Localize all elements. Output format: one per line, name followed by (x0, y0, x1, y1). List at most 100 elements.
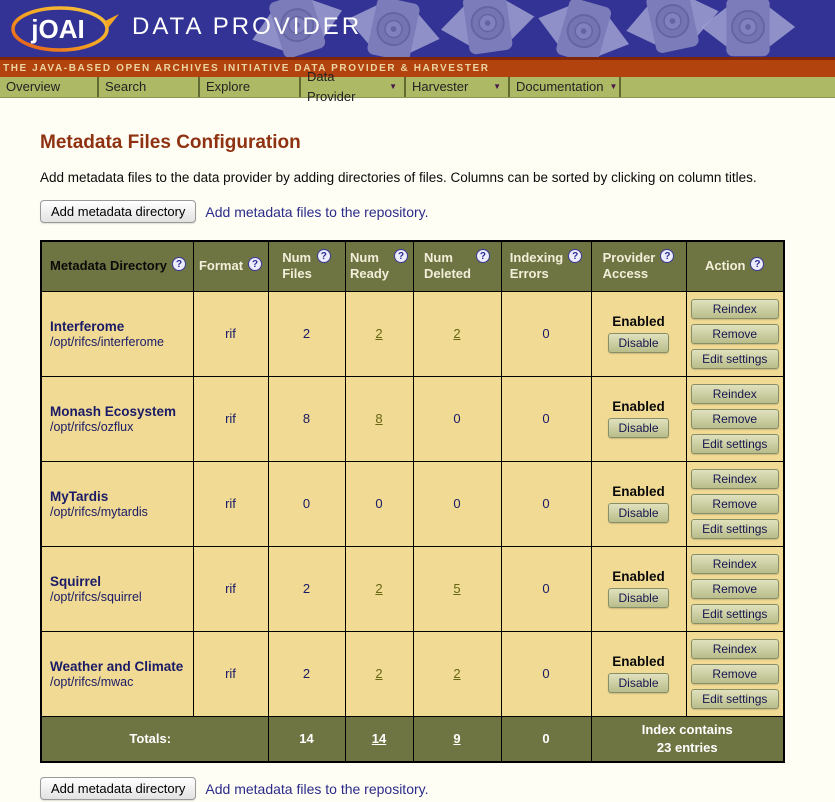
num-files-cell: 2 (267, 290, 346, 377)
totals-num-files: 14 (267, 715, 346, 763)
nav-item-documentation[interactable]: Documentation ▼ (510, 77, 621, 97)
spotlight-icon (700, 0, 820, 57)
table-row: Interferome /opt/rifcs/interferome rif 2… (40, 290, 785, 377)
disable-button[interactable]: Disable (608, 673, 669, 693)
directory-path: /opt/rifcs/mytardis (50, 504, 148, 519)
num-ready-value[interactable]: 2 (375, 581, 383, 596)
nav-item-label: Overview (6, 79, 61, 94)
edit-settings-button[interactable]: Edit settings (690, 603, 779, 624)
directory-name: Monash Ecosystem (50, 403, 177, 419)
nav-item-search[interactable]: Search (99, 77, 200, 97)
spotlight-icon (527, 0, 639, 57)
num-deleted-value[interactable]: 2 (453, 666, 461, 681)
remove-button[interactable]: Remove (690, 663, 779, 684)
tagline-banner: THE JAVA-BASED OPEN ARCHIVES INITIATIVE … (0, 57, 835, 77)
num-ready-value[interactable]: 2 (375, 666, 383, 681)
remove-button[interactable]: Remove (690, 493, 779, 514)
edit-settings-button[interactable]: Edit settings (690, 688, 779, 709)
column-header[interactable]: Num Ready ? (344, 240, 414, 292)
masthead: jOAI DATA PROVIDER (0, 0, 835, 57)
column-header[interactable]: Num Deleted ? (412, 240, 502, 292)
edit-settings-button[interactable]: Edit settings (690, 348, 779, 369)
directory-path: /opt/rifcs/mwac (50, 674, 134, 689)
disable-button[interactable]: Disable (608, 333, 669, 353)
format-cell: rif (192, 545, 269, 632)
num-ready-value[interactable]: 8 (375, 411, 383, 426)
reindex-button[interactable]: Reindex (690, 298, 779, 319)
column-header[interactable]: Format ? (192, 240, 269, 292)
format-cell: rif (192, 630, 269, 717)
column-header[interactable]: Provider Access ? (590, 240, 687, 292)
totals-indexing-errors: 0 (500, 715, 592, 763)
help-icon[interactable]: ? (172, 257, 187, 272)
column-header-label: Action (705, 258, 746, 274)
intro-text: Add metadata files to the data provider … (40, 170, 757, 185)
nav-item-data-provider[interactable]: Data Provider ▼ (301, 69, 406, 104)
add-caption-bottom: Add metadata files to the repository. (205, 780, 429, 797)
num-ready-value[interactable]: 2 (375, 326, 383, 341)
reindex-button[interactable]: Reindex (690, 383, 779, 404)
chevron-down-icon: ▼ (609, 82, 618, 91)
num-files-cell: 2 (267, 545, 346, 632)
page-title: Metadata Files Configuration (40, 132, 301, 153)
edit-settings-button[interactable]: Edit settings (690, 518, 779, 539)
directory-path: /opt/rifcs/squirrel (50, 589, 142, 604)
remove-button[interactable]: Remove (690, 408, 779, 429)
add-caption: Add metadata files to the repository. (205, 203, 429, 220)
column-header-label: Format (198, 258, 244, 274)
num-deleted-value[interactable]: 2 (453, 326, 461, 341)
help-icon[interactable]: ? (475, 249, 490, 263)
reindex-button[interactable]: Reindex (690, 638, 779, 659)
nav-item-harvester[interactable]: Harvester ▼ (406, 77, 510, 97)
column-header-label: Metadata Directory (50, 258, 168, 274)
remove-button[interactable]: Remove (690, 323, 779, 344)
help-icon[interactable]: ? (394, 249, 409, 263)
nav-item-overview[interactable]: Overview (0, 77, 99, 97)
help-icon[interactable]: ? (316, 249, 331, 263)
table-header-row: Metadata Directory ? Format ? Num Files … (40, 240, 785, 292)
directory-name: Interferome (50, 318, 125, 334)
num-files-cell: 8 (267, 375, 346, 462)
reindex-button[interactable]: Reindex (690, 553, 779, 574)
column-header[interactable]: Action ? (685, 240, 785, 292)
remove-button[interactable]: Remove (690, 578, 779, 599)
totals-num-ready-link[interactable]: 14 (371, 731, 387, 747)
nav-item-explore[interactable]: Explore (200, 77, 301, 97)
format-cell: rif (192, 290, 269, 377)
disable-button[interactable]: Disable (608, 418, 669, 438)
directory-name: Squirrel (50, 573, 102, 589)
table-row: Monash Ecosystem /opt/rifcs/ozflux rif 8… (40, 375, 785, 462)
provider-access-status: Enabled (612, 654, 665, 669)
nav-item-label: Documentation (516, 79, 604, 94)
chevron-down-icon: ▼ (493, 82, 501, 91)
spotlight-icon (241, 0, 354, 57)
column-header[interactable]: Num Files ? (267, 240, 346, 292)
help-icon[interactable]: ? (248, 257, 263, 272)
provider-access-status: Enabled (612, 569, 665, 584)
help-icon[interactable]: ? (568, 249, 583, 263)
column-header[interactable]: Metadata Directory ? (40, 240, 194, 292)
nav-item-label: Data Provider (307, 69, 356, 104)
table-row: Squirrel /opt/rifcs/squirrel rif 2 2 5 0… (40, 545, 785, 632)
directory-path: /opt/rifcs/interferome (50, 334, 164, 349)
help-icon[interactable]: ? (750, 257, 765, 272)
nav-item-label: Search (105, 79, 147, 94)
disable-button[interactable]: Disable (608, 588, 669, 608)
num-deleted-value[interactable]: 5 (453, 581, 461, 596)
add-metadata-directory-button[interactable]: Add metadata directory (40, 200, 197, 223)
directory-name: Weather and Climate (50, 658, 184, 674)
spotlight-icon (436, 0, 541, 57)
edit-settings-button[interactable]: Edit settings (690, 433, 779, 454)
reindex-button[interactable]: Reindex (690, 468, 779, 489)
table-row: MyTardis /opt/rifcs/mytardis rif 0 0 0 0… (40, 460, 785, 547)
format-cell: rif (192, 375, 269, 462)
add-metadata-directory-button-bottom[interactable]: Add metadata directory (40, 777, 197, 800)
disable-button[interactable]: Disable (608, 503, 669, 523)
totals-num-deleted-link[interactable]: 9 (453, 731, 461, 747)
help-icon[interactable]: ? (660, 249, 675, 263)
totals-row: Totals: 14 14 9 0 Index contains 23 entr… (40, 715, 785, 763)
directory-path: /opt/rifcs/ozflux (50, 419, 134, 434)
actions-stack: Reindex Remove Edit settings (687, 468, 784, 539)
column-header-label: Provider Access (602, 250, 656, 282)
column-header[interactable]: Indexing Errors ? (500, 240, 592, 292)
